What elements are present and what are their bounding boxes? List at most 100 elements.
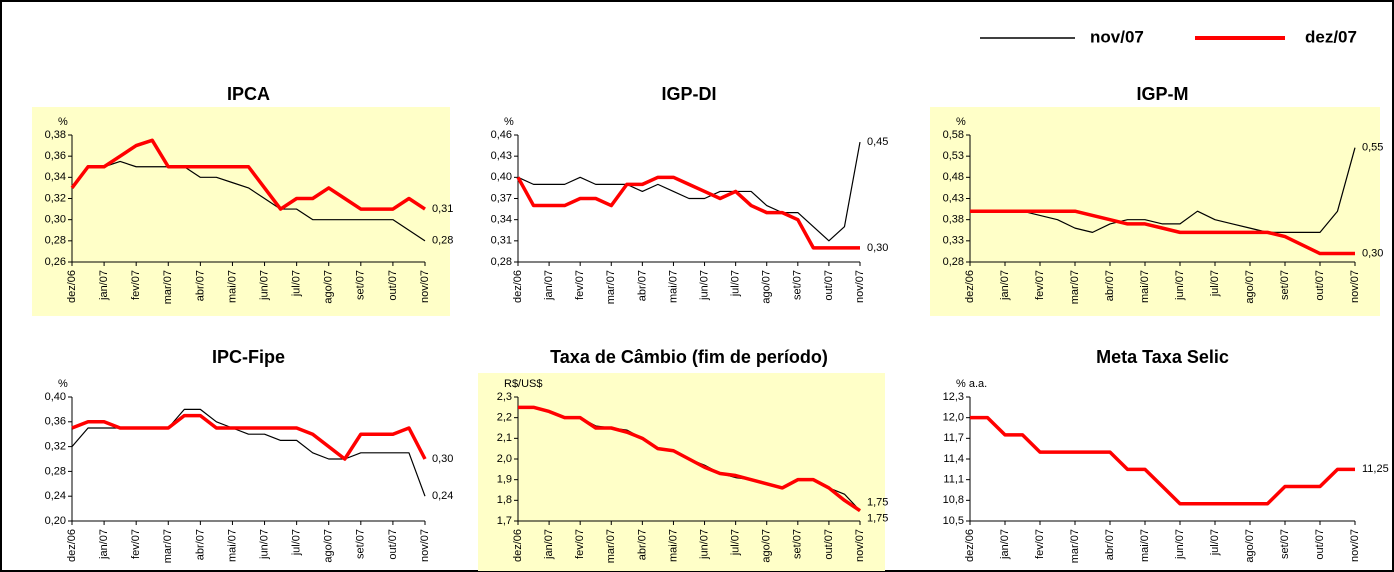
x-tick-label: fev/07 [130,270,142,300]
end-label: 0,30 [1362,247,1383,259]
x-tick-label: set/07 [355,529,367,559]
x-tick-label: dez/06 [66,529,78,562]
x-tick-label: mar/07 [1069,270,1081,304]
line-series [970,415,1355,506]
y-tick-label: 0,40 [45,391,66,403]
y-unit: % [504,116,514,128]
x-tick-label: abr/07 [636,529,648,560]
x-tick-label: mai/07 [226,270,238,303]
y-tick-label: 1,8 [497,494,512,506]
x-tick-label: fev/07 [1034,529,1046,559]
x-tick-label: set/07 [355,270,367,300]
x-tick-label: mar/07 [605,270,617,304]
x-tick-label: abr/07 [1104,529,1116,560]
x-tick-label: mar/07 [605,529,617,563]
line-series [970,147,1356,233]
x-tick-label: ago/07 [761,529,773,563]
x-tick-label: jun/07 [698,529,710,560]
x-tick-label: jan/07 [999,529,1011,560]
y-tick-label: 0,36 [45,416,66,428]
chart-title: Meta Taxa Selic [1096,347,1229,367]
x-tick-label: mai/07 [667,270,679,303]
x-tick-label: mai/07 [667,529,679,562]
x-tick-label: out/07 [823,529,835,560]
y-unit: % [956,116,966,128]
x-tick-label: jun/07 [698,270,710,301]
legend-label: nov/07 [1090,27,1144,46]
x-tick-label: mai/07 [1139,529,1151,562]
end-label: 0,30 [867,242,888,254]
y-tick-label: 11,4 [943,453,964,465]
x-tick-label: fev/07 [1034,270,1046,300]
x-tick-label: mar/07 [162,529,174,563]
y-unit: % [58,378,68,390]
panel-background [478,373,885,571]
y-tick-label: 0,28 [45,235,66,247]
y-tick-label: 0,38 [45,129,66,141]
y-unit: R$/US$ [504,378,543,390]
x-tick-label: jul/07 [730,529,742,556]
y-tick-label: 0,40 [491,171,512,183]
x-tick-label: nov/07 [854,529,866,562]
y-tick-label: 0,34 [491,214,512,226]
x-tick-label: out/07 [823,270,835,301]
line-series [516,175,860,250]
x-tick-label: jan/07 [999,270,1011,301]
x-tick-label: mar/07 [1069,529,1081,563]
y-tick-label: 0,32 [45,192,66,204]
x-tick-label: nov/07 [419,529,431,562]
end-label: 11,25 [1362,463,1389,475]
y-tick-label: 2,1 [497,432,512,444]
x-tick-label: jul/07 [291,529,303,556]
chart-title: IPC-Fipe [212,347,285,367]
x-tick-label: jun/07 [258,270,270,301]
y-unit: % [58,116,68,128]
x-tick-label: jan/07 [98,270,110,301]
y-tick-label: 0,43 [943,192,964,204]
x-tick-label: out/07 [1314,529,1326,560]
y-tick-label: 10,5 [943,515,964,527]
x-tick-label: jun/07 [258,529,270,560]
y-tick-label: 0,24 [45,490,66,502]
line-series [970,209,1355,256]
end-label: 0,45 [867,136,888,148]
x-tick-label: nov/07 [854,270,866,303]
y-tick-label: 0,53 [943,150,964,162]
end-label: 0,28 [432,235,453,247]
x-tick-label: jan/07 [543,270,555,301]
y-tick-label: 0,28 [491,256,512,268]
y-tick-label: 0,36 [45,150,66,162]
x-tick-label: jul/07 [1209,529,1221,556]
y-tick-label: 11,7 [943,432,964,444]
x-tick-label: abr/07 [636,270,648,301]
y-tick-label: 11,1 [943,474,964,486]
y-tick-label: 2,3 [497,391,512,403]
x-tick-label: out/07 [1314,270,1326,301]
x-tick-label: out/07 [387,529,399,560]
y-tick-label: 0,43 [491,150,512,162]
chart-title: IPCA [227,84,270,104]
y-tick-label: 0,37 [491,192,512,204]
x-tick-label: dez/06 [512,529,524,562]
x-tick-label: mar/07 [162,270,174,304]
x-tick-label: fev/07 [130,529,142,559]
end-label: 0,55 [1362,142,1383,154]
end-label: 0,24 [432,490,453,502]
end-label: 0,30 [432,453,453,465]
x-tick-label: jul/07 [1209,270,1221,297]
x-tick-label: dez/06 [66,270,78,303]
y-tick-label: 1,9 [497,474,512,486]
x-tick-label: fev/07 [574,270,586,300]
y-tick-label: 12,0 [943,412,964,424]
line-series [70,138,426,211]
x-tick-label: abr/07 [194,529,206,560]
x-tick-label: jan/07 [98,529,110,560]
x-tick-label: abr/07 [1104,270,1116,301]
chart-title: IGP-M [1137,84,1189,104]
chart-title: IGP-DI [661,84,716,104]
line-series [71,160,426,242]
x-tick-label: mai/07 [1139,270,1151,303]
x-tick-label: out/07 [387,270,399,301]
x-tick-label: ago/07 [323,529,335,563]
